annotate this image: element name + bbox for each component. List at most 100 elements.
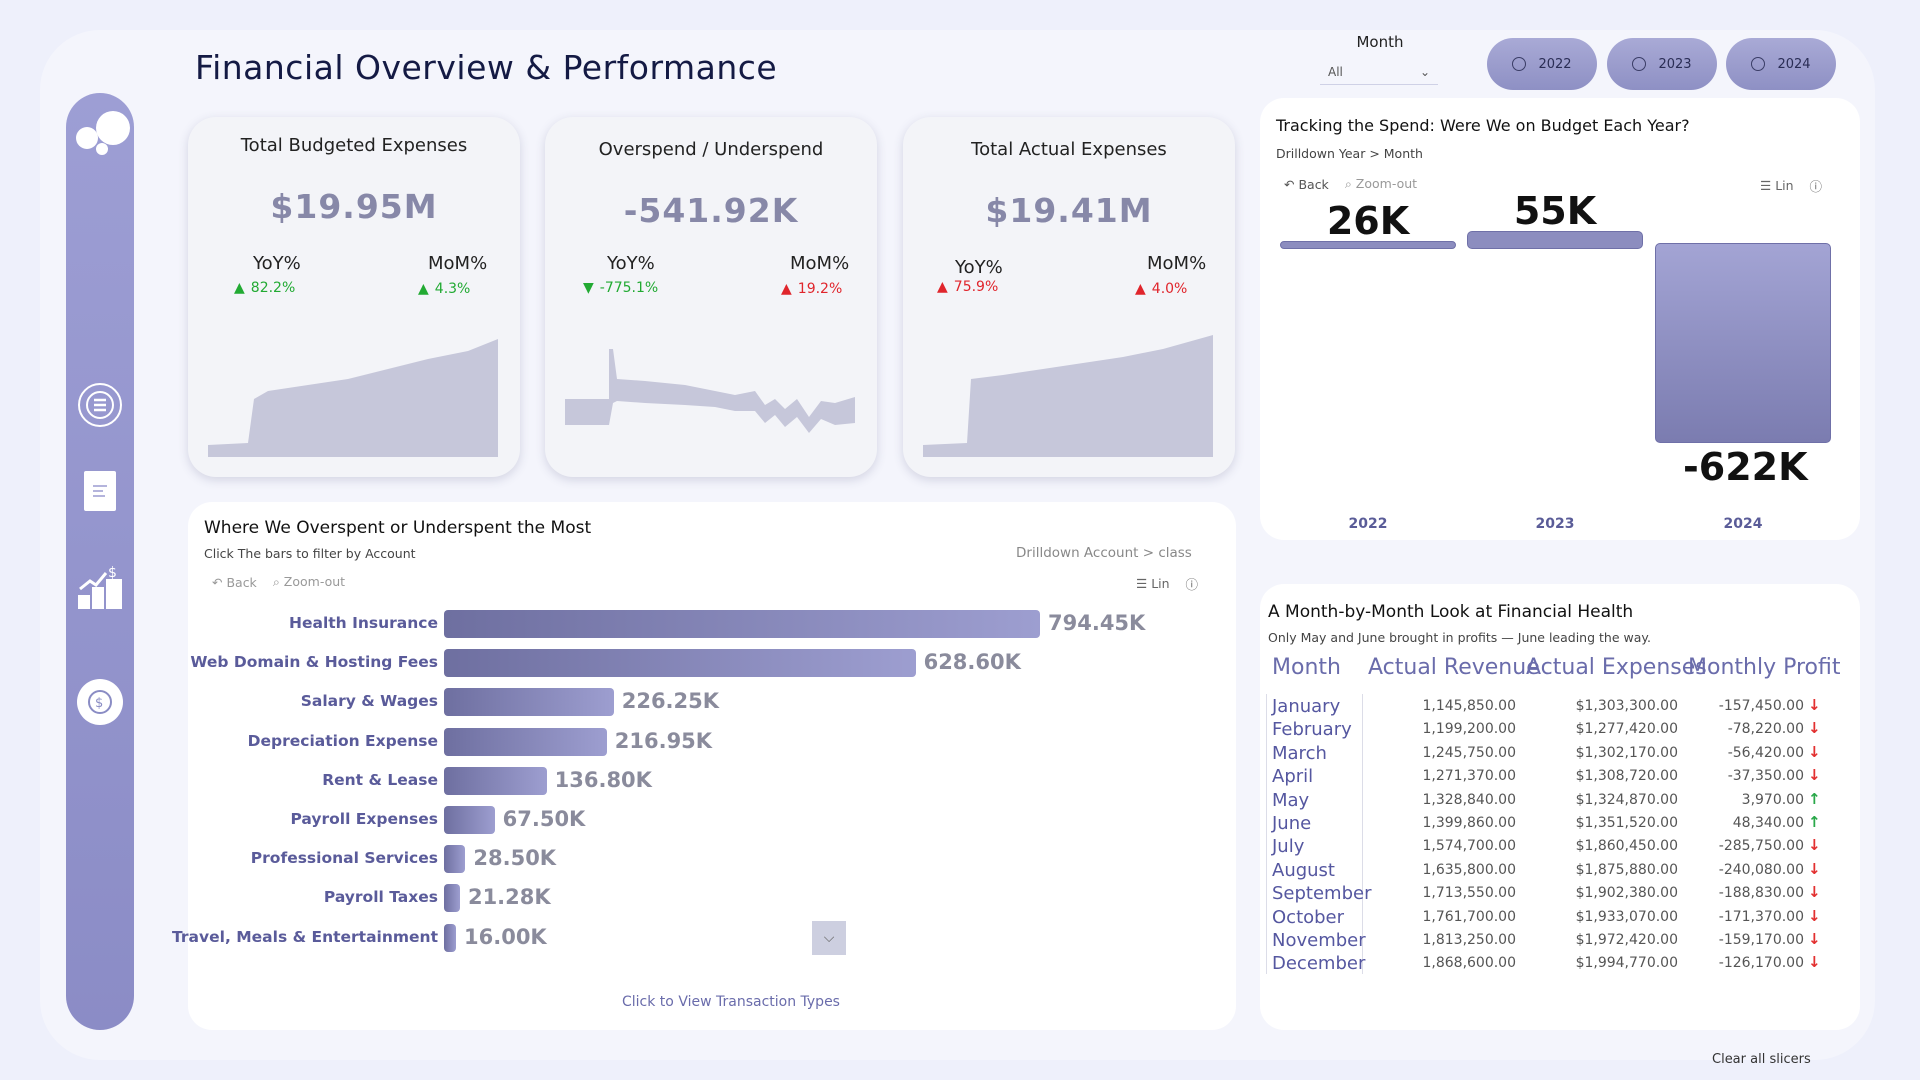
bar-category-label[interactable]: Travel, Meals & Entertainment [172, 927, 438, 946]
month-dropdown[interactable]: All ⌄ [1320, 59, 1438, 85]
panel-subtitle: Only May and June brought in profits — J… [1268, 630, 1651, 645]
triangle-up-icon: ▲ [1135, 281, 1146, 297]
column-value-label: -622K [1683, 445, 1808, 489]
bar-value-label: 28.50K [473, 846, 557, 871]
finance-growth-icon[interactable]: $ [76, 565, 124, 609]
chevron-down-icon[interactable]: ⌵ [812, 921, 846, 955]
month-cell: January [1272, 696, 1341, 717]
help-icon[interactable]: ⓘ [1809, 179, 1823, 194]
kpi-card-budgeted[interactable]: Total Budgeted Expenses $19.95M YoY% MoM… [188, 117, 520, 477]
bar-professional-services[interactable] [444, 845, 466, 874]
arrow-down-icon: ↓ [1808, 836, 1821, 855]
clear-all-slicers-button[interactable]: Clear all slicers [1712, 1052, 1811, 1067]
kpi-value: $19.41M [985, 191, 1153, 230]
year-column-2022[interactable] [1280, 240, 1456, 249]
month-dropdown-value: All [1328, 64, 1343, 79]
lin-toggle[interactable]: ☰ Lin [1136, 576, 1170, 591]
radio-icon [1632, 57, 1647, 71]
expenses-cell: $1,994,770.00 [1575, 955, 1678, 972]
year-pill-2022[interactable]: 2022 [1487, 38, 1597, 90]
column-header-profit[interactable]: Monthly Profit [1688, 655, 1841, 680]
triangle-up-icon: ▲ [234, 280, 245, 296]
back-button[interactable]: ↶ Back [212, 574, 257, 590]
bar-rent-lease[interactable] [444, 766, 547, 795]
mom-value: ▲ 4.3% [418, 281, 471, 297]
kpi-card-actual[interactable]: Total Actual Expenses $19.41M YoY% MoM% … [903, 117, 1235, 477]
bar-category-label[interactable]: Depreciation Expense [247, 731, 438, 750]
arrow-down-icon: ↓ [1808, 859, 1821, 878]
year-column-2023[interactable] [1467, 231, 1643, 249]
bar-category-label[interactable]: Web Domain & Hosting Fees [190, 653, 438, 672]
mom-label: MoM% [1147, 253, 1207, 274]
column-header-expenses[interactable]: Actual Expenses [1526, 655, 1707, 680]
expenses-cell: $1,302,170.00 [1575, 744, 1678, 761]
visual-toolbar: ↶ Back ⌕ Zoom-out [1284, 176, 1417, 192]
zoom-out-button[interactable]: ⌕ Zoom-out [1344, 176, 1418, 191]
view-transaction-types-link[interactable]: Click to View Transaction Types [622, 994, 840, 1010]
expenses-cell: $1,277,420.00 [1575, 721, 1678, 738]
drilldown-breadcrumb[interactable]: Drilldown Account > class [1016, 545, 1192, 561]
bar-category-label[interactable]: Rent & Lease [322, 770, 438, 789]
year-pill-2024[interactable]: 2024 [1726, 38, 1836, 90]
bar-payroll-taxes[interactable] [444, 884, 460, 913]
bar-travel-meals-entertainment[interactable] [444, 923, 456, 952]
profit-cell: -126,170.00 [1718, 955, 1804, 972]
revenue-cell: 1,199,200.00 [1422, 721, 1516, 738]
report-icon[interactable] [84, 471, 116, 511]
bar-category-label[interactable]: Health Insurance [289, 614, 438, 632]
panel-title: Tracking the Spend: Were We on Budget Ea… [1276, 116, 1690, 135]
zoom-out-button[interactable]: ⌕ Zoom-out [272, 574, 346, 589]
expenses-cell: $1,308,720.00 [1575, 768, 1678, 785]
bar-health-insurance[interactable] [444, 610, 1040, 638]
bar-depreciation-expense[interactable] [444, 727, 607, 756]
month-cell: February [1272, 719, 1352, 741]
lin-toggle[interactable]: ☰ Lin [1760, 178, 1794, 193]
profit-cell: -56,420.00 [1727, 744, 1804, 761]
year-column-2024[interactable] [1655, 243, 1831, 443]
drilldown-breadcrumb[interactable]: Drilldown Year > Month [1276, 146, 1423, 161]
profit-cell: -37,350.00 [1727, 768, 1804, 785]
bar-category-label[interactable]: Salary & Wages [300, 692, 438, 711]
revenue-cell: 1,761,700.00 [1422, 908, 1516, 925]
bar-salary-wages[interactable] [444, 688, 614, 717]
expenses-cell: $1,902,380.00 [1575, 885, 1678, 902]
month-cell: September [1272, 883, 1372, 905]
expenses-cell: $1,351,520.00 [1575, 815, 1678, 831]
panel-subtitle: Click The bars to filter by Account [204, 546, 416, 561]
monthly-table-panel: A Month-by-Month Look at Financial Healt… [1260, 584, 1860, 1030]
bar-category-label[interactable]: Professional Services [250, 849, 438, 868]
yoy-label: YoY% [253, 253, 301, 274]
expenses-cell: $1,875,880.00 [1575, 861, 1678, 878]
month-cell: August [1272, 859, 1335, 881]
bar-category-label[interactable]: Payroll Taxes [323, 888, 438, 907]
arrow-down-icon: ↓ [1808, 696, 1821, 714]
bar-value-label: 67.50K [502, 807, 586, 831]
table-divider [1362, 694, 1363, 974]
month-cell: November [1272, 930, 1366, 951]
bar-value-label: 21.28K [467, 885, 551, 910]
yoy-value: ▲ 75.9% [937, 279, 999, 295]
sparkline-area [923, 335, 1213, 457]
menu-icon[interactable] [78, 383, 122, 427]
x-axis-tick-label: 2024 [1723, 516, 1763, 532]
logo-icon [70, 105, 130, 155]
revenue-cell: 1,574,700.00 [1422, 838, 1516, 855]
bar-web-domain-hosting-fees[interactable] [444, 649, 916, 678]
bar-payroll-expenses[interactable] [444, 806, 495, 834]
kpi-value: $19.95M [270, 187, 438, 226]
revenue-cell: 1,868,600.00 [1422, 955, 1516, 972]
coin-icon[interactable]: $ [77, 679, 123, 725]
help-icon[interactable]: ⓘ [1185, 577, 1199, 592]
column-header-revenue[interactable]: Actual Revenue [1368, 655, 1540, 680]
yoy-value: ▲ 82.2% [234, 280, 296, 296]
back-button[interactable]: ↶ Back [1284, 176, 1329, 192]
profit-cell: 3,970.00 [1741, 791, 1804, 808]
year-column-chart: 26K 2022 55K 2023 -622K 2024 [1260, 98, 1860, 540]
revenue-cell: 1,635,800.00 [1422, 861, 1516, 878]
page-title: Financial Overview & Performance [195, 48, 778, 87]
bar-category-label[interactable]: Payroll Expenses [290, 810, 438, 828]
kpi-card-overspend[interactable]: Overspend / Underspend -541.92K YoY% MoM… [545, 117, 877, 477]
column-header-month[interactable]: Month [1272, 655, 1341, 680]
year-pill-2023[interactable]: 2023 [1607, 38, 1717, 90]
column-value-label: 55K [1513, 189, 1597, 234]
